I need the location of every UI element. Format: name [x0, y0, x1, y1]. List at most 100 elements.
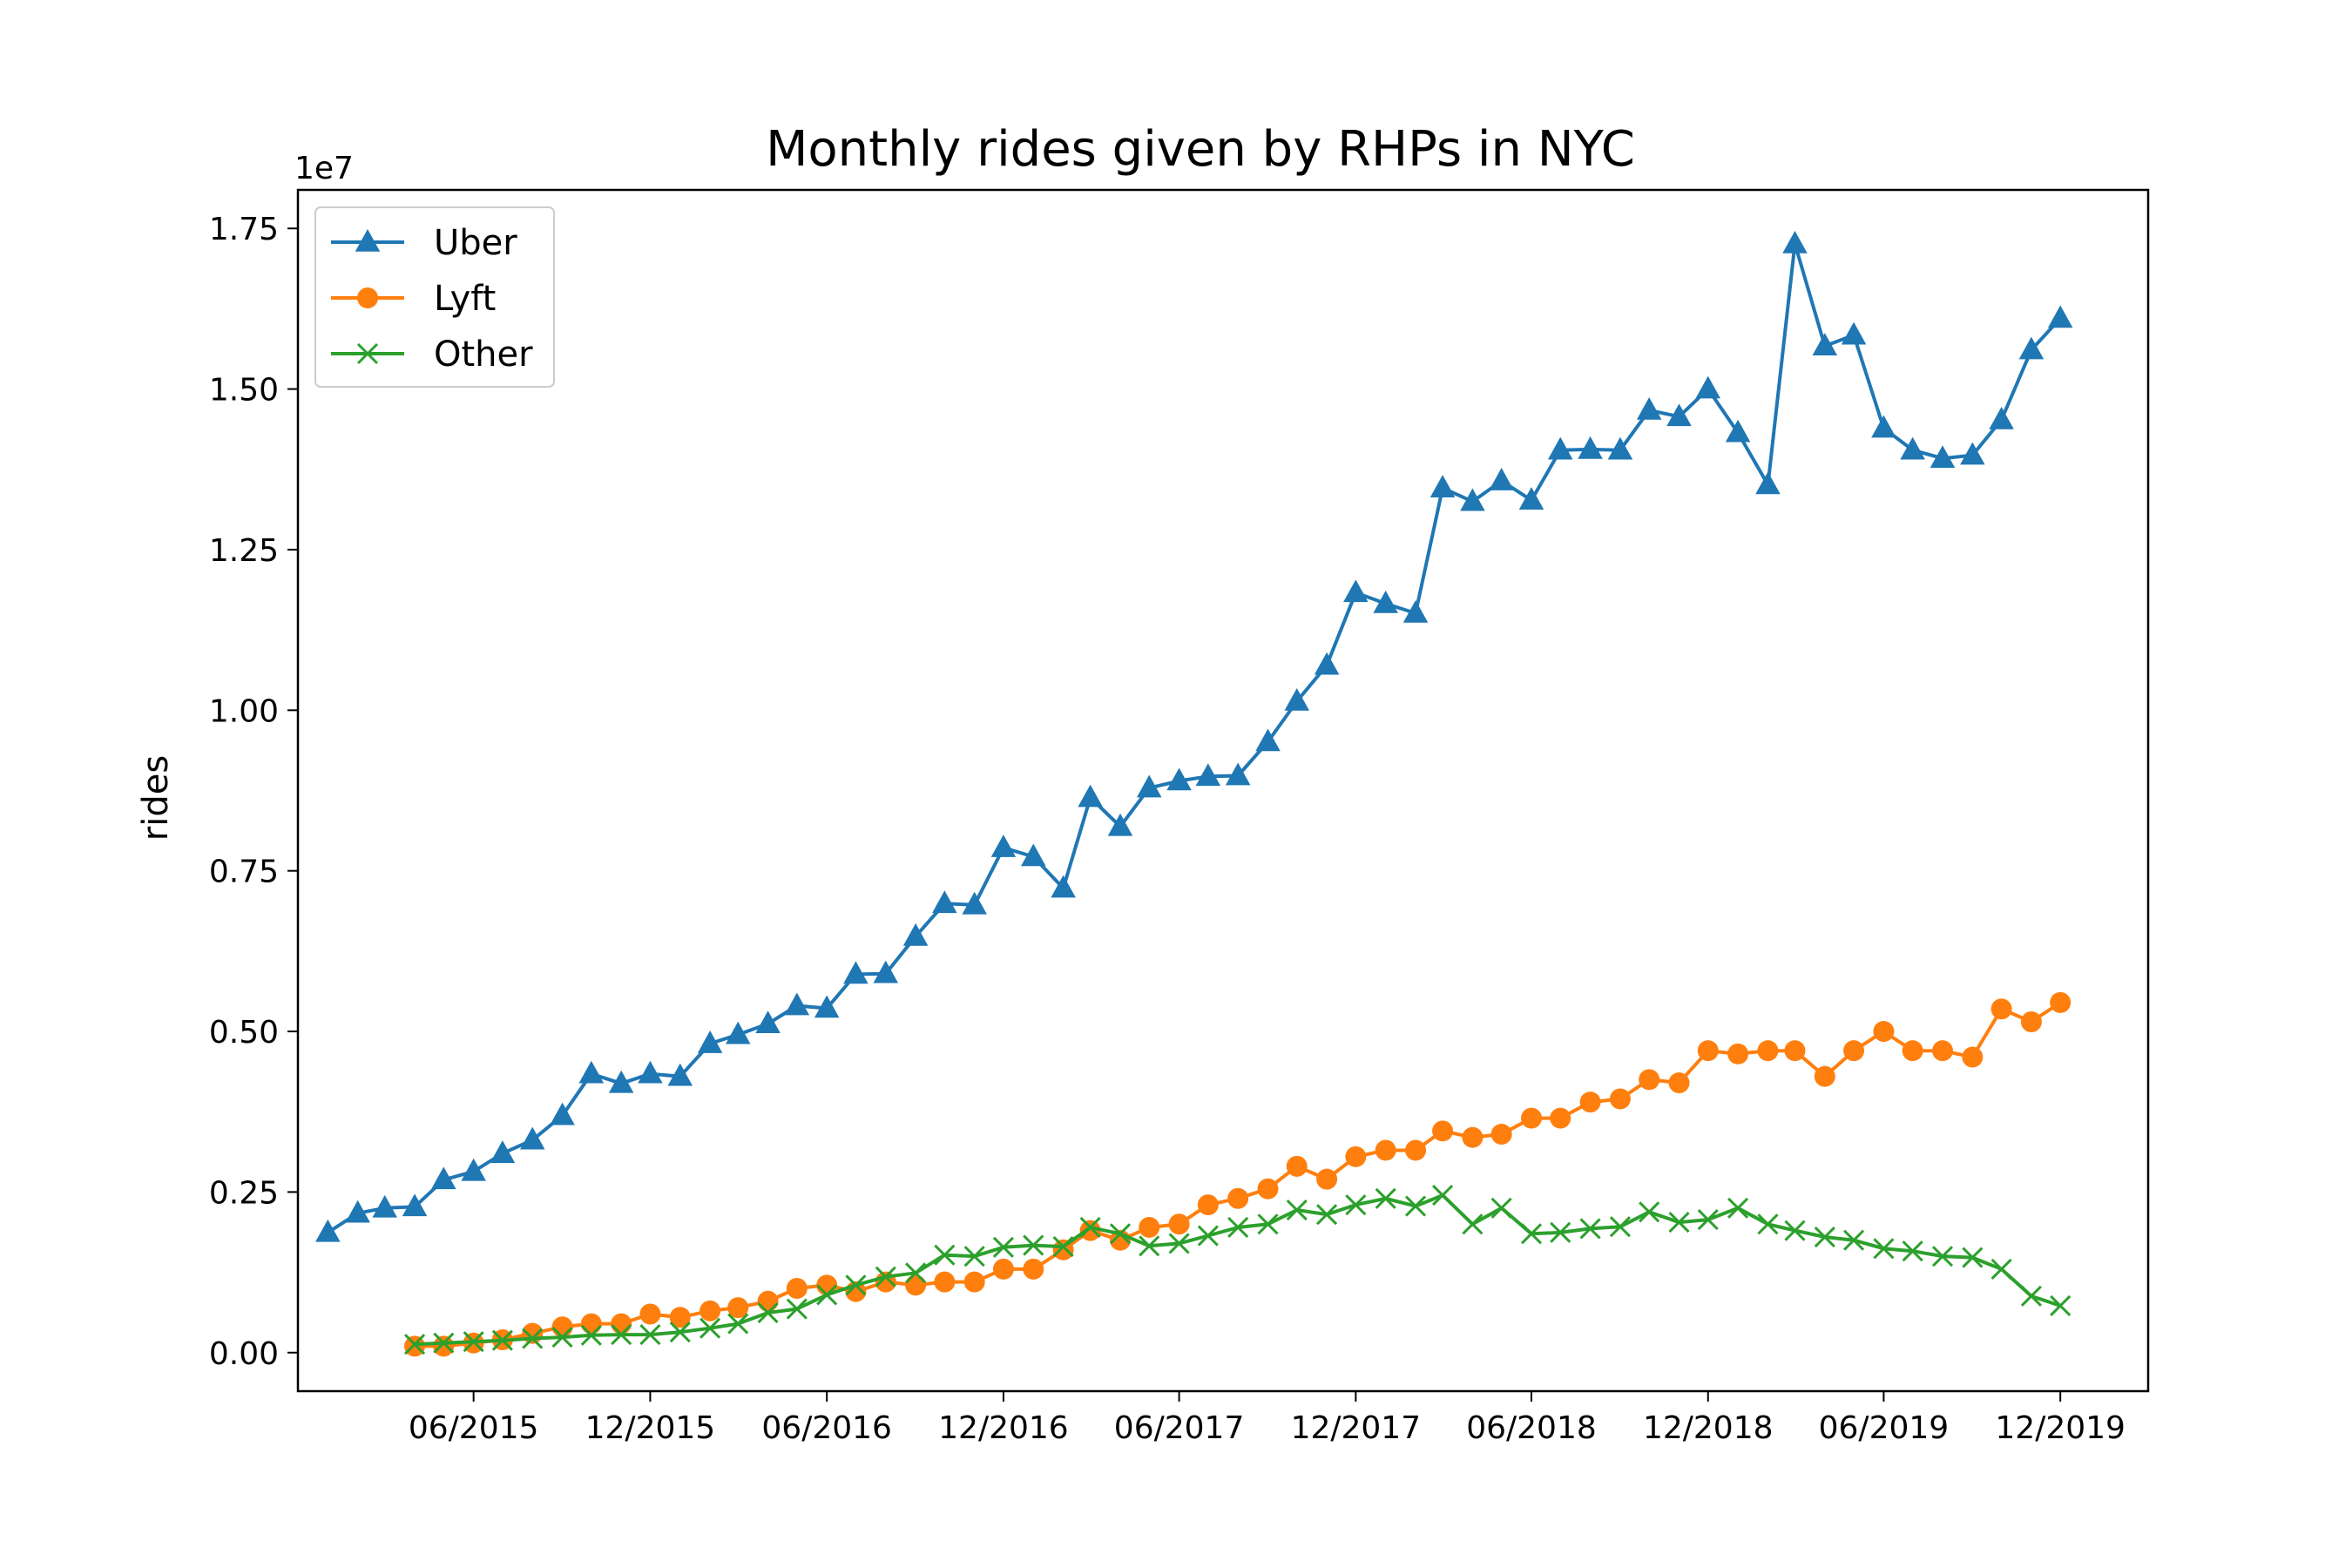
data-point-other [1784, 1220, 1806, 1241]
data-point-other [1462, 1213, 1484, 1235]
data-point-other [905, 1262, 927, 1284]
data-point-other [816, 1284, 838, 1306]
data-point-lyft [1521, 1107, 1542, 1129]
data-point-other [1639, 1201, 1660, 1223]
data-point-other [2020, 1285, 2042, 1307]
data-point-uber [843, 961, 868, 984]
data-point-uber [755, 1010, 781, 1033]
data-point-lyft [757, 1290, 779, 1312]
data-point-other [1316, 1204, 1338, 1226]
series-uber [315, 230, 2073, 1242]
data-point-uber [345, 1200, 370, 1223]
legend-marker-other [356, 342, 379, 365]
data-point-uber [431, 1166, 456, 1190]
data-point-other [639, 1324, 661, 1346]
data-point-lyft [433, 1335, 455, 1357]
data-point-uber [608, 1070, 634, 1093]
legend: Uber Lyft Other [314, 206, 555, 388]
data-point-uber [962, 891, 987, 915]
data-point-uber [814, 995, 840, 1018]
data-point-lyft [1843, 1040, 1865, 1062]
y-tick-label: 1.50 [209, 373, 279, 409]
data-point-other [433, 1332, 455, 1354]
data-point-uber [1871, 415, 1896, 438]
legend-item-uber: Uber [331, 223, 517, 263]
legend-marker-lyft [357, 287, 378, 308]
data-point-lyft [1432, 1120, 1454, 1142]
data-point-uber [1489, 468, 1514, 490]
data-point-lyft [1579, 1092, 1601, 1113]
data-point-other [1257, 1213, 1279, 1235]
data-point-other [963, 1246, 985, 1267]
data-point-lyft [963, 1271, 985, 1293]
data-point-uber [667, 1063, 693, 1086]
data-point-uber [725, 1021, 751, 1044]
data-point-lyft [727, 1297, 749, 1319]
axis-ticks: 06/2015 12/2015 06/2016 12/2016 06/2017 12/20… [209, 212, 2126, 1446]
data-point-other [1286, 1199, 1308, 1221]
data-point-lyft [1405, 1139, 1427, 1161]
x-tick-label: 06/2016 [761, 1410, 892, 1446]
data-point-uber [519, 1126, 545, 1150]
data-point-lyft [1139, 1216, 1160, 1238]
legend-label-lyft: Lyft [434, 279, 496, 319]
data-point-uber [1547, 436, 1573, 460]
data-point-uber [1812, 333, 1838, 355]
data-point-uber [638, 1060, 663, 1084]
data-point-uber [1960, 442, 1985, 465]
data-point-lyft [1316, 1168, 1338, 1190]
legend-box [314, 206, 555, 388]
data-point-other [522, 1328, 544, 1349]
data-point-lyft [1286, 1155, 1308, 1177]
data-point-uber [1725, 419, 1751, 443]
data-point-uber [2018, 336, 2044, 360]
data-point-lyft [1462, 1126, 1484, 1148]
plot-area-frame [296, 188, 2150, 1393]
legend-label-other: Other [434, 335, 533, 375]
data-point-other [934, 1244, 956, 1266]
data-point-uber [1841, 321, 1867, 345]
data-point-lyft [1550, 1107, 1571, 1129]
data-point-uber [1578, 436, 1603, 459]
data-point-uber [578, 1060, 605, 1084]
data-point-other [1931, 1246, 1954, 1267]
data-point-other [1139, 1235, 1160, 1257]
data-point-other [1345, 1194, 1367, 1216]
chart-title: Monthly rides given by RHPs in NYC [766, 121, 1635, 178]
data-point-uber [1782, 230, 1808, 253]
data-point-lyft [404, 1335, 426, 1357]
x-tick-label: 12/2018 [1643, 1410, 1774, 1446]
legend-item-lyft: Lyft [331, 279, 496, 319]
data-point-other [1814, 1226, 1835, 1248]
x-tick-label: 06/2017 [1114, 1410, 1245, 1446]
data-point-uber [1695, 375, 1721, 399]
data-point-other [1962, 1247, 1984, 1268]
x-tick-label: 12/2015 [585, 1410, 716, 1446]
data-point-lyft [1639, 1069, 1660, 1091]
data-point-uber [1225, 762, 1251, 786]
data-point-other [1609, 1216, 1631, 1238]
data-point-uber [2047, 305, 2073, 328]
legend-label-uber: Uber [434, 223, 517, 263]
data-point-other [845, 1274, 867, 1296]
data-point-lyft [1023, 1258, 1044, 1280]
series-other [404, 1185, 2072, 1355]
data-point-other [1168, 1233, 1190, 1254]
y-axis-label: rides [136, 755, 176, 841]
data-point-uber [402, 1193, 428, 1217]
data-point-uber [1373, 590, 1398, 613]
data-point-other [757, 1301, 779, 1324]
data-point-other [1109, 1223, 1132, 1245]
y-tick-label: 0.75 [209, 855, 279, 890]
data-point-uber [1930, 445, 1956, 469]
data-point-lyft [1490, 1124, 1512, 1146]
data-point-other [580, 1324, 602, 1346]
data-point-lyft [1168, 1213, 1190, 1235]
data-point-uber [1755, 471, 1781, 495]
data-point-uber [990, 835, 1017, 857]
data-point-lyft [700, 1300, 721, 1321]
data-point-other [491, 1329, 513, 1351]
x-tick-label: 06/2018 [1466, 1410, 1597, 1446]
data-point-uber [1195, 763, 1221, 787]
data-point-other [1990, 1258, 2012, 1280]
